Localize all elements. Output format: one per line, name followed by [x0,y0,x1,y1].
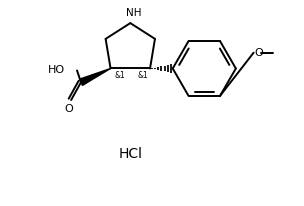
Text: HCl: HCl [118,147,142,161]
Text: &1: &1 [137,71,148,80]
Polygon shape [80,68,111,85]
Text: HO: HO [48,66,65,75]
Text: NH: NH [126,8,141,18]
Text: O: O [254,48,263,58]
Text: &1: &1 [115,71,125,80]
Text: O: O [65,104,74,114]
